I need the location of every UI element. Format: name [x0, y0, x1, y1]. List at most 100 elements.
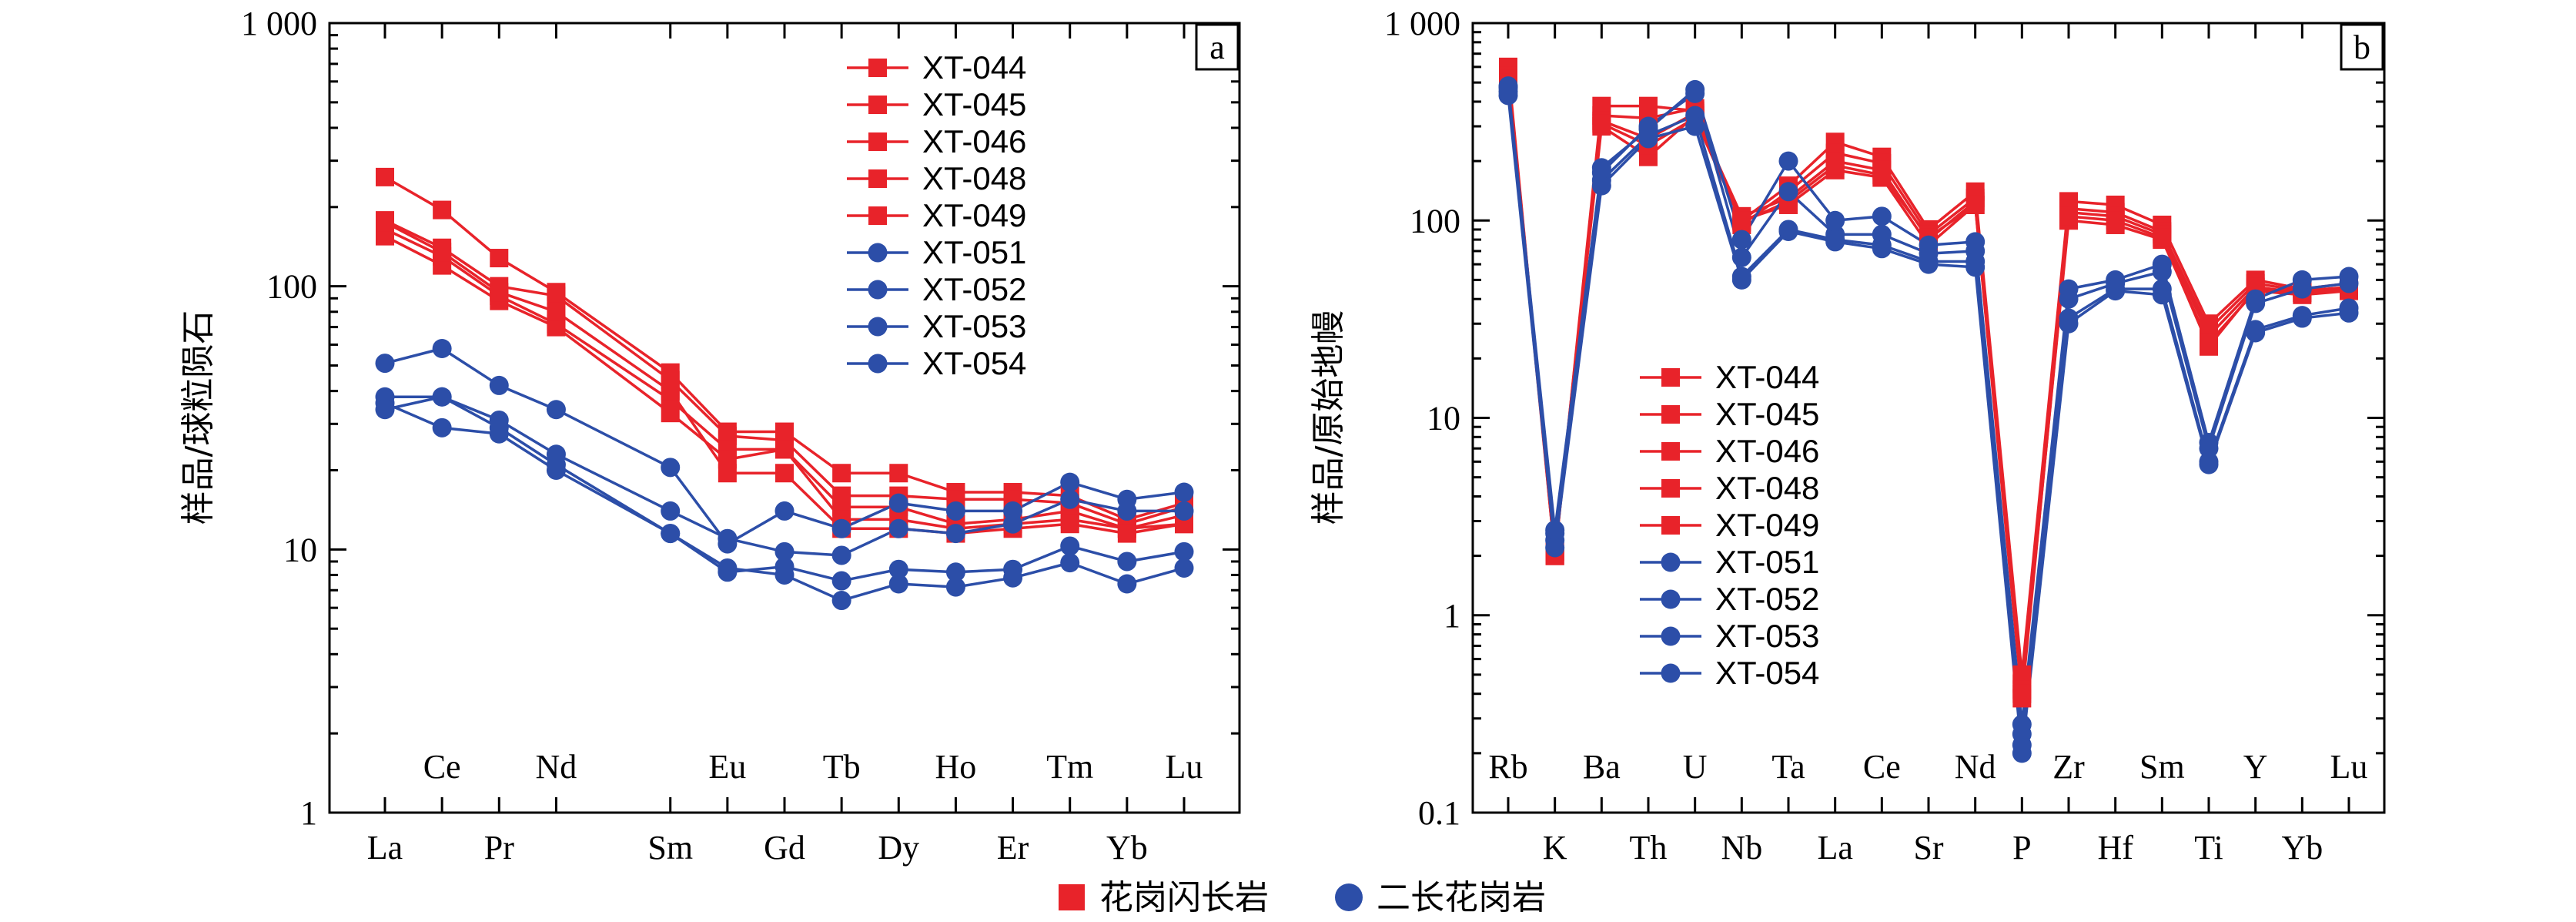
legend-circle-icon — [1661, 663, 1681, 683]
legend-label-xt-053: XT-053 — [1715, 618, 1819, 654]
data-point-circle — [2199, 454, 2219, 474]
data-point-square — [1965, 195, 1985, 214]
data-point-circle — [945, 524, 965, 544]
panel-a-x-ticks: La Ce Pr Nd Sm Eu Gd Tb Dy Ho Er Tm Yb Lu — [367, 23, 1203, 867]
data-point-circle — [1174, 541, 1194, 562]
data-point-circle — [831, 571, 851, 591]
data-point-circle — [2059, 289, 2079, 309]
series-line-xt-053 — [384, 401, 1185, 582]
data-point-square — [376, 167, 394, 186]
data-point-circle — [2152, 285, 2172, 305]
panel-b-series-lines — [1507, 66, 2350, 755]
legend-label-xt-051: XT-051 — [922, 234, 1026, 270]
data-point-square — [376, 213, 394, 232]
x-tick-label-nd: Nd — [1955, 748, 1996, 786]
data-point-circle — [1117, 501, 1137, 521]
data-point-circle — [1060, 536, 1080, 556]
legend-square-icon — [1661, 405, 1680, 424]
data-point-circle — [1003, 568, 1023, 588]
y-tick-label: 0.1 — [1418, 794, 1460, 832]
data-point-circle — [1060, 489, 1080, 509]
data-point-circle — [1731, 230, 1751, 250]
x-tick-label-ba: Ba — [1583, 748, 1621, 786]
data-point-circle — [1778, 182, 1798, 202]
x-tick-label-rb: Rb — [1488, 748, 1527, 786]
panel-a-chart: 1 10 100 1 000 La Ce Pr Nd Sm Eu Gd Tb Dy Ho Er Tm Yb Lu… — [179, 5, 1241, 867]
x-tick-label-er: Er — [997, 829, 1029, 867]
data-point-square — [490, 283, 509, 302]
legend-circle-icon — [868, 317, 888, 337]
x-tick-label-lu: Lu — [1166, 748, 1203, 786]
data-point-circle — [831, 518, 851, 538]
data-point-circle — [432, 338, 452, 358]
legend-square-icon — [1661, 442, 1680, 461]
data-point-circle — [1778, 151, 1798, 171]
panel-b-legend: XT-044XT-045XT-046XT-048XT-049XT-051XT-0… — [1640, 359, 1819, 691]
panel-a-series-lines — [384, 176, 1185, 602]
data-point-circle — [1872, 239, 1892, 259]
data-point-square — [1592, 114, 1611, 133]
data-point-circle — [661, 501, 681, 521]
x-tick-label-hf: Hf — [2097, 829, 2133, 867]
data-point-square — [1060, 515, 1079, 534]
legend-label-xt-051: XT-051 — [1715, 544, 1819, 580]
data-point-circle — [1638, 129, 1658, 149]
panel-a-plot-frame — [328, 22, 1241, 814]
x-tick-label-y: Y — [2243, 748, 2268, 786]
x-tick-label-ti: Ti — [2194, 829, 2223, 867]
legend-square-icon — [1661, 479, 1680, 498]
legend-label-xt-054: XT-054 — [922, 345, 1026, 381]
panel-b-x-ticks: Rb K Ba Th U Nb Ta La Ce Sr Nd P Zr Hf Sm Ti Y Yb Lu — [1488, 23, 2367, 867]
panel-b-chart: 0.1 1 10 100 1 000 Rb K Ba Th U Nb Ta La Ce Sr Nd P Zr Hf… — [1309, 5, 2386, 867]
data-point-circle — [1060, 472, 1080, 492]
data-point-square — [775, 464, 794, 483]
monzogranite-legend-label: 二长花岗岩 — [1377, 878, 1546, 917]
y-tick-label: 1 000 — [1384, 5, 1460, 42]
x-tick-label-th: Th — [1630, 829, 1668, 867]
series-line-xt-052 — [1507, 87, 2350, 736]
panel-b-tag: b — [2354, 28, 2370, 66]
data-point-circle — [546, 454, 566, 474]
x-tick-label-nd: Nd — [536, 748, 577, 786]
data-point-circle — [1117, 552, 1137, 572]
data-point-circle — [1778, 221, 1798, 241]
x-tick-label-ta: Ta — [1771, 748, 1805, 786]
y-tick-label: 1 — [300, 794, 317, 832]
legend-label-xt-048: XT-048 — [1715, 470, 1819, 506]
y-tick-label: 10 — [283, 531, 317, 568]
panel-b-series-markers — [1498, 57, 2359, 763]
data-point-circle — [1731, 270, 1751, 290]
x-tick-label-pr: Pr — [484, 829, 514, 867]
data-point-circle — [2199, 438, 2219, 458]
x-tick-label-sm: Sm — [647, 829, 693, 867]
legend-label-xt-054: XT-054 — [1715, 655, 1819, 691]
data-point-square — [490, 249, 509, 268]
legend-square-icon — [868, 59, 887, 77]
legend-circle-icon — [1661, 626, 1681, 646]
data-point-circle — [831, 545, 851, 565]
data-point-square — [547, 287, 566, 306]
data-point-circle — [489, 375, 509, 395]
series-line-xt-048 — [384, 235, 1185, 531]
data-point-circle — [489, 417, 509, 438]
panel-a-y-axis-label: 样品/球粒陨石 — [179, 310, 218, 525]
data-point-circle — [774, 541, 795, 562]
granodiorite-square-icon — [1059, 884, 1085, 910]
x-tick-label-ce: Ce — [423, 748, 461, 786]
data-point-circle — [375, 400, 395, 420]
data-point-circle — [2292, 308, 2312, 328]
legend-label-xt-044: XT-044 — [1715, 359, 1819, 395]
legend-label-xt-045: XT-045 — [1715, 396, 1819, 432]
y-tick-label: 1 000 — [241, 5, 317, 42]
x-tick-label-ce: Ce — [1863, 748, 1901, 786]
data-point-square — [433, 243, 452, 262]
data-point-circle — [661, 524, 681, 544]
panel-b-y-ticks: 0.1 1 10 100 1 000 — [1384, 5, 2384, 832]
data-point-square — [832, 464, 851, 483]
x-tick-label-k: K — [1543, 829, 1567, 867]
y-tick-label: 100 — [1410, 202, 1460, 240]
legend-square-icon — [1661, 516, 1680, 535]
legend-circle-icon — [1661, 552, 1681, 572]
x-tick-label-gd: Gd — [764, 829, 805, 867]
